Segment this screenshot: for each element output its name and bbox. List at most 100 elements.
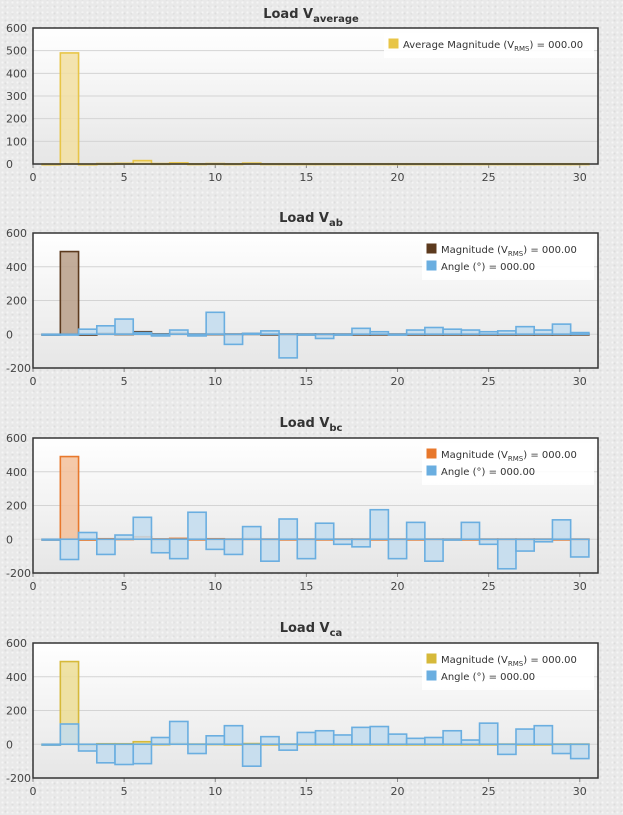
x-tick-label: 5 xyxy=(121,785,128,798)
bar-s1-12 xyxy=(260,330,280,336)
bar-s1-1 xyxy=(59,538,80,561)
bar-s1-26 xyxy=(515,325,536,336)
bar-s1-9 xyxy=(205,735,226,746)
y-tick-label: 300 xyxy=(6,90,27,103)
bar-s1-15 xyxy=(314,729,335,746)
x-tick-label: 5 xyxy=(121,580,128,593)
chart-title: Load Vca xyxy=(280,621,343,639)
bar-s1-23 xyxy=(460,739,481,746)
y-tick-label: 0 xyxy=(6,158,13,171)
plot-border xyxy=(32,437,599,574)
y-tick-label: 400 xyxy=(6,671,27,684)
bar-s1-22 xyxy=(442,538,463,541)
y-tick-label: 200 xyxy=(6,705,27,718)
x-tick-label: 10 xyxy=(208,375,222,388)
x-tick-label: 30 xyxy=(573,171,587,184)
y-tick-label: 200 xyxy=(6,500,27,513)
chart-title: Load Vaverage xyxy=(263,7,359,25)
bar-s1-1 xyxy=(59,333,80,336)
legend-swatch xyxy=(387,37,400,50)
bar-s1-27 xyxy=(533,329,554,336)
bar-s0-1 xyxy=(59,455,80,541)
bar-s1-21 xyxy=(424,736,444,746)
y-tick-label: -200 xyxy=(6,567,31,580)
y-tick-label: 0 xyxy=(6,328,13,341)
legend-swatch xyxy=(425,242,438,255)
bar-s1-18 xyxy=(369,508,390,541)
x-tick-label: 15 xyxy=(299,580,313,593)
bar-s1-14 xyxy=(296,333,317,336)
legend-swatch xyxy=(425,447,438,460)
bar-s1-19 xyxy=(387,733,408,746)
bar-s0-1 xyxy=(59,250,80,336)
bar-s1-15 xyxy=(314,333,335,340)
bar-s1-25 xyxy=(496,743,517,756)
chart-title: Load Vbc xyxy=(280,416,343,434)
legend-swatch xyxy=(425,669,438,682)
bar-s1-23 xyxy=(460,521,481,541)
bar-s1-9 xyxy=(205,538,226,551)
bar-s1-19 xyxy=(387,333,408,336)
x-tick-label: 25 xyxy=(482,171,496,184)
bar-s1-28 xyxy=(551,323,572,336)
chart-title: Load Vab xyxy=(279,211,343,229)
x-tick-label: 25 xyxy=(482,375,496,388)
bar-s1-12 xyxy=(260,735,280,746)
bar-s1-0 xyxy=(41,538,62,541)
bar-s1-2 xyxy=(77,743,98,752)
x-tick-label: 30 xyxy=(573,375,587,388)
bar-s1-7 xyxy=(168,329,189,336)
chart-0: Load Vaverage 0 100 200 300 400 500 600 0 5 10 15 20… xyxy=(6,7,599,184)
bar-s1-10 xyxy=(223,724,244,746)
y-tick-label: 0 xyxy=(6,738,13,751)
x-tick-label: 10 xyxy=(208,580,222,593)
bar-s1-28 xyxy=(551,743,572,755)
x-tick-label: 25 xyxy=(482,785,496,798)
y-tick-label: 500 xyxy=(6,45,27,58)
x-tick-label: 0 xyxy=(30,375,37,388)
x-tick-label: 5 xyxy=(121,375,128,388)
plot-border xyxy=(32,642,599,779)
bar-s1-27 xyxy=(533,724,554,746)
bar-s1-10 xyxy=(223,333,244,346)
bar-s1-3 xyxy=(95,538,116,556)
bar-s1-4 xyxy=(114,534,135,541)
bar-s1-12 xyxy=(260,538,280,562)
bar-s1-20 xyxy=(405,521,426,541)
x-tick-label: 30 xyxy=(573,580,587,593)
bar-s1-8 xyxy=(187,511,207,541)
y-tick-label: 600 xyxy=(6,22,27,35)
legend-entry: Average Magnitude (VRMS) = 000.00 xyxy=(403,40,583,53)
bar-s1-21 xyxy=(424,538,444,562)
bar-s1-11 xyxy=(241,525,262,541)
bar-s1-26 xyxy=(515,728,536,746)
bar-s0-1 xyxy=(59,52,80,165)
bar-s1-17 xyxy=(351,327,371,336)
bar-s1-5 xyxy=(132,331,153,336)
bar-s1-24 xyxy=(478,330,499,336)
bar-s1-28 xyxy=(551,519,572,541)
bar-s1-1 xyxy=(59,723,80,746)
legend-entry: Angle (°) = 000.00 xyxy=(441,467,535,478)
bar-s1-13 xyxy=(278,743,299,751)
bar-s1-8 xyxy=(187,743,207,755)
x-tick-label: 0 xyxy=(30,171,37,184)
bar-s1-18 xyxy=(369,330,390,336)
bar-s1-24 xyxy=(478,722,499,746)
bar-s1-14 xyxy=(296,538,317,560)
x-tick-label: 20 xyxy=(391,375,405,388)
y-tick-label: -200 xyxy=(6,362,31,375)
x-tick-label: 15 xyxy=(299,375,313,388)
y-tick-label: 200 xyxy=(6,113,27,126)
bar-s1-8 xyxy=(187,333,207,337)
x-tick-label: 30 xyxy=(573,785,587,798)
bar-s1-17 xyxy=(351,538,371,548)
bar-s1-16 xyxy=(332,333,353,336)
bar-s1-22 xyxy=(442,328,463,336)
plot-border xyxy=(32,232,599,369)
bar-s1-25 xyxy=(496,330,517,336)
